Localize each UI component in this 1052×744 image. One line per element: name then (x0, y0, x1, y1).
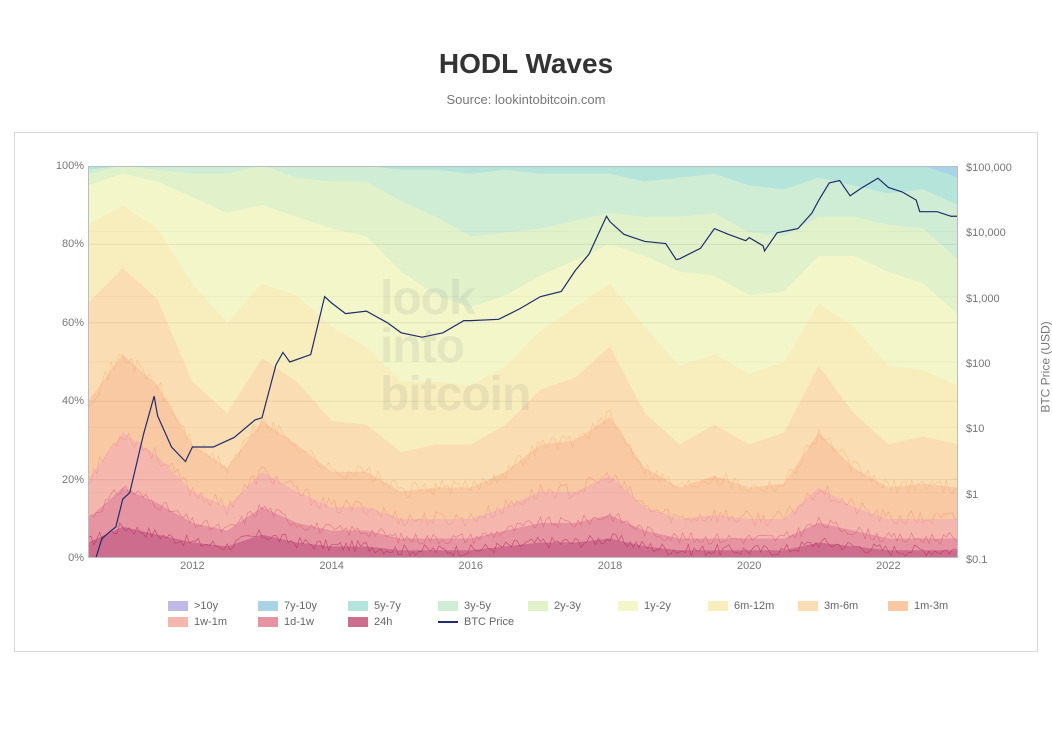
legend-label: 1d-1w (284, 616, 314, 628)
legend-item-2y-3y[interactable]: 2y-3y (528, 600, 596, 612)
legend-swatch (168, 601, 188, 611)
legend-label: 1y-2y (644, 600, 671, 612)
legend-label: 1m-3m (914, 600, 948, 612)
x-tick-label: 2018 (598, 560, 622, 572)
y-right-tick-label: $100,000 (966, 162, 1026, 174)
y-right-tick-label: $1,000 (966, 293, 1026, 305)
y-left-tick-label: 100% (40, 160, 84, 172)
chart-subtitle: Source: lookintobitcoin.com (0, 92, 1052, 107)
x-tick-label: 2012 (180, 560, 204, 572)
x-tick-label: 2014 (319, 560, 343, 572)
y-right-tick-label: $10,000 (966, 227, 1026, 239)
legend-label: 2y-3y (554, 600, 581, 612)
legend-item-3y-5y[interactable]: 3y-5y (438, 600, 506, 612)
legend-item-1w-1m[interactable]: 1w-1m (168, 616, 236, 628)
legend-item-gt10y[interactable]: >10y (168, 600, 236, 612)
legend-item-3m-6m[interactable]: 3m-6m (798, 600, 866, 612)
x-tick-label: 2022 (876, 560, 900, 572)
legend-label: 3m-6m (824, 600, 858, 612)
y-right-tick-label: $10 (966, 423, 1026, 435)
legend-swatch (708, 601, 728, 611)
legend-item-1y-2y[interactable]: 1y-2y (618, 600, 686, 612)
y-right-axis-title: BTC Price (USD) (1039, 321, 1052, 412)
x-tick-label: 2016 (459, 560, 483, 572)
legend-label: 1w-1m (194, 616, 227, 628)
legend-swatch (258, 601, 278, 611)
legend-label: 6m-12m (734, 600, 774, 612)
legend-item-7y-10y[interactable]: 7y-10y (258, 600, 326, 612)
legend-item-24h[interactable]: 24h (348, 616, 416, 628)
legend-item-btc-price[interactable]: BTC Price (438, 616, 528, 628)
legend-swatch (348, 617, 368, 627)
legend-item-5y-7y[interactable]: 5y-7y (348, 600, 416, 612)
legend-label: 24h (374, 616, 392, 628)
y-left-tick-label: 80% (40, 238, 84, 250)
legend-swatch (528, 601, 548, 611)
legend-item-6m-12m[interactable]: 6m-12m (708, 600, 776, 612)
y-left-tick-label: 0% (40, 552, 84, 564)
plot-area (88, 166, 958, 558)
legend-swatch (348, 601, 368, 611)
legend-item-1m-3m[interactable]: 1m-3m (888, 600, 956, 612)
y-left-tick-label: 60% (40, 317, 84, 329)
legend-label: >10y (194, 600, 218, 612)
chart-title: HODL Waves (0, 48, 1052, 80)
legend: >10y 7y-10y 5y-7y 3y-5y 2y-3y 1y-2y 6m-12m 3m-6… (168, 600, 1008, 632)
legend-line-swatch (438, 621, 458, 623)
legend-swatch (438, 601, 458, 611)
y-right-tick-label: $100 (966, 358, 1026, 370)
legend-label: 5y-7y (374, 600, 401, 612)
legend-swatch (888, 601, 908, 611)
legend-label: BTC Price (464, 616, 514, 628)
legend-swatch (798, 601, 818, 611)
y-left-tick-label: 20% (40, 474, 84, 486)
legend-swatch (258, 617, 278, 627)
y-right-tick-label: $1 (966, 489, 1026, 501)
y-left-tick-label: 40% (40, 395, 84, 407)
legend-item-1d-1w[interactable]: 1d-1w (258, 616, 326, 628)
legend-swatch (168, 617, 188, 627)
legend-label: 3y-5y (464, 600, 491, 612)
x-tick-label: 2020 (737, 560, 761, 572)
legend-label: 7y-10y (284, 600, 317, 612)
legend-swatch (618, 601, 638, 611)
y-right-tick-label: $0.1 (966, 554, 1026, 566)
